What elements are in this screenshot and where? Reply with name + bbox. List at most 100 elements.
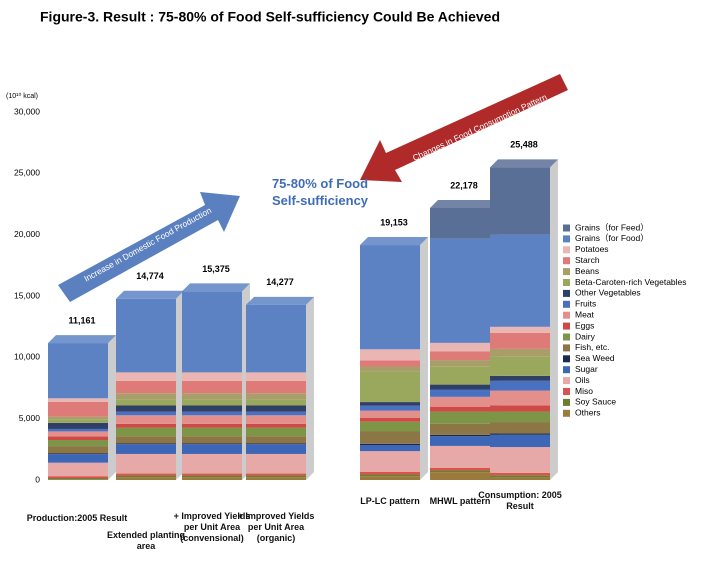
- bar-segment: [430, 468, 490, 471]
- legend-swatch: [563, 246, 570, 254]
- bar-segment: [490, 390, 550, 406]
- bar-segment: [490, 380, 550, 391]
- bar-segment: [246, 427, 306, 437]
- bar-segment: [48, 398, 108, 402]
- total-label: 11,161: [68, 315, 95, 325]
- y-tick-label: 20,000: [14, 229, 40, 239]
- bar-segment: [246, 444, 306, 454]
- bar-segment: [48, 476, 108, 479]
- bar-segment: [182, 443, 242, 445]
- legend-swatch: [563, 344, 570, 352]
- bar-segment: [116, 444, 176, 454]
- legend-label: Oils: [575, 375, 590, 385]
- bar-segment: [360, 471, 420, 475]
- arrow-changes: [360, 74, 568, 182]
- legend-swatch: [563, 224, 570, 232]
- bar-segment: [430, 406, 490, 412]
- bar-segment: [182, 423, 242, 428]
- bar-segment: [490, 234, 550, 327]
- bar-segment: [360, 418, 420, 422]
- bar-segment: [246, 399, 306, 406]
- bar-segment: [116, 423, 176, 428]
- bar-segment: [182, 453, 242, 474]
- bar-segment: [116, 399, 176, 406]
- x-tick-label: LP-LC pattern: [360, 496, 420, 506]
- y-tick-label: 0: [35, 474, 40, 484]
- bar-segment: [246, 477, 306, 480]
- bar-segment: [182, 405, 242, 412]
- total-label: 14,277: [266, 277, 294, 287]
- bar-segment: [48, 439, 108, 447]
- bar-segment: [490, 375, 550, 381]
- bar-top: [490, 159, 558, 168]
- bar-segment: [360, 421, 420, 432]
- bar-segment: [360, 443, 420, 446]
- legend-label: Sugar: [575, 364, 598, 374]
- bar-segment: [116, 436, 176, 444]
- legend-label: Grains（for Food）: [575, 233, 649, 243]
- bar-segment: [246, 436, 306, 444]
- x-tick-label: Extended planting area: [106, 530, 185, 551]
- bar-segment: [116, 443, 176, 445]
- bar-segment: [430, 207, 490, 239]
- bar-segment: [430, 423, 490, 435]
- bar-segment: [116, 298, 176, 373]
- bar-segment: [246, 304, 306, 373]
- bar-segment: [246, 411, 306, 416]
- bar-segment: [182, 473, 242, 476]
- bar-segment: [48, 416, 108, 420]
- total-label: 15,375: [202, 264, 230, 274]
- bar-top: [246, 296, 314, 305]
- bar-segment: [430, 366, 490, 385]
- y-tick-label: 25,000: [14, 168, 40, 178]
- annotation-line: Self-sufficiency: [272, 193, 369, 208]
- bar-top: [48, 335, 116, 344]
- bar-segment: [246, 473, 306, 476]
- bar-segment: [116, 372, 176, 381]
- bar-side: [420, 237, 428, 480]
- bar-segment: [430, 436, 490, 446]
- bar-segment: [246, 423, 306, 428]
- bar-segment: [360, 476, 420, 480]
- bar-segment: [490, 477, 550, 480]
- bar-segment: [490, 472, 550, 476]
- bar-segment: [116, 453, 176, 474]
- legend-label: Eggs: [575, 320, 594, 330]
- bar-segment: [490, 447, 550, 473]
- bar-segment: [48, 431, 108, 437]
- legend-swatch: [563, 366, 570, 374]
- legend-swatch: [563, 289, 570, 297]
- y-tick-label: 30,000: [14, 106, 40, 116]
- bar-segment: [116, 393, 176, 400]
- bar-top: [182, 283, 250, 292]
- bar-segment: [116, 380, 176, 394]
- annotation-line: 75-80% of Food: [272, 176, 368, 191]
- bar-segment: [430, 360, 490, 367]
- bar-segment: [182, 475, 242, 478]
- bar-segment: [182, 291, 242, 373]
- bar-segment: [360, 371, 420, 403]
- legend-swatch: [563, 409, 570, 417]
- bar-segment: [182, 427, 242, 437]
- bar-segment: [430, 434, 490, 437]
- annotation: 75-80% of Food Self-sufficiency: [272, 176, 369, 208]
- bar-segment: [182, 372, 242, 381]
- total-label: 19,153: [380, 217, 408, 227]
- legend-label: Fish, etc.: [575, 342, 609, 352]
- bar-side: [550, 159, 558, 480]
- bar-segment: [182, 444, 242, 454]
- x-tick-label: Production:2005 Result: [26, 513, 128, 523]
- bar-segment: [246, 415, 306, 424]
- bar-segment: [360, 445, 420, 452]
- bar-segment: [48, 401, 108, 417]
- bar-segment: [430, 384, 490, 390]
- bar-segment: [246, 453, 306, 474]
- legend-label: Beans: [575, 266, 599, 276]
- bar-segment: [116, 415, 176, 424]
- bar-segment: [182, 380, 242, 394]
- bar-segment: [246, 372, 306, 381]
- bar-segment: [430, 396, 490, 407]
- bar-side: [306, 296, 314, 480]
